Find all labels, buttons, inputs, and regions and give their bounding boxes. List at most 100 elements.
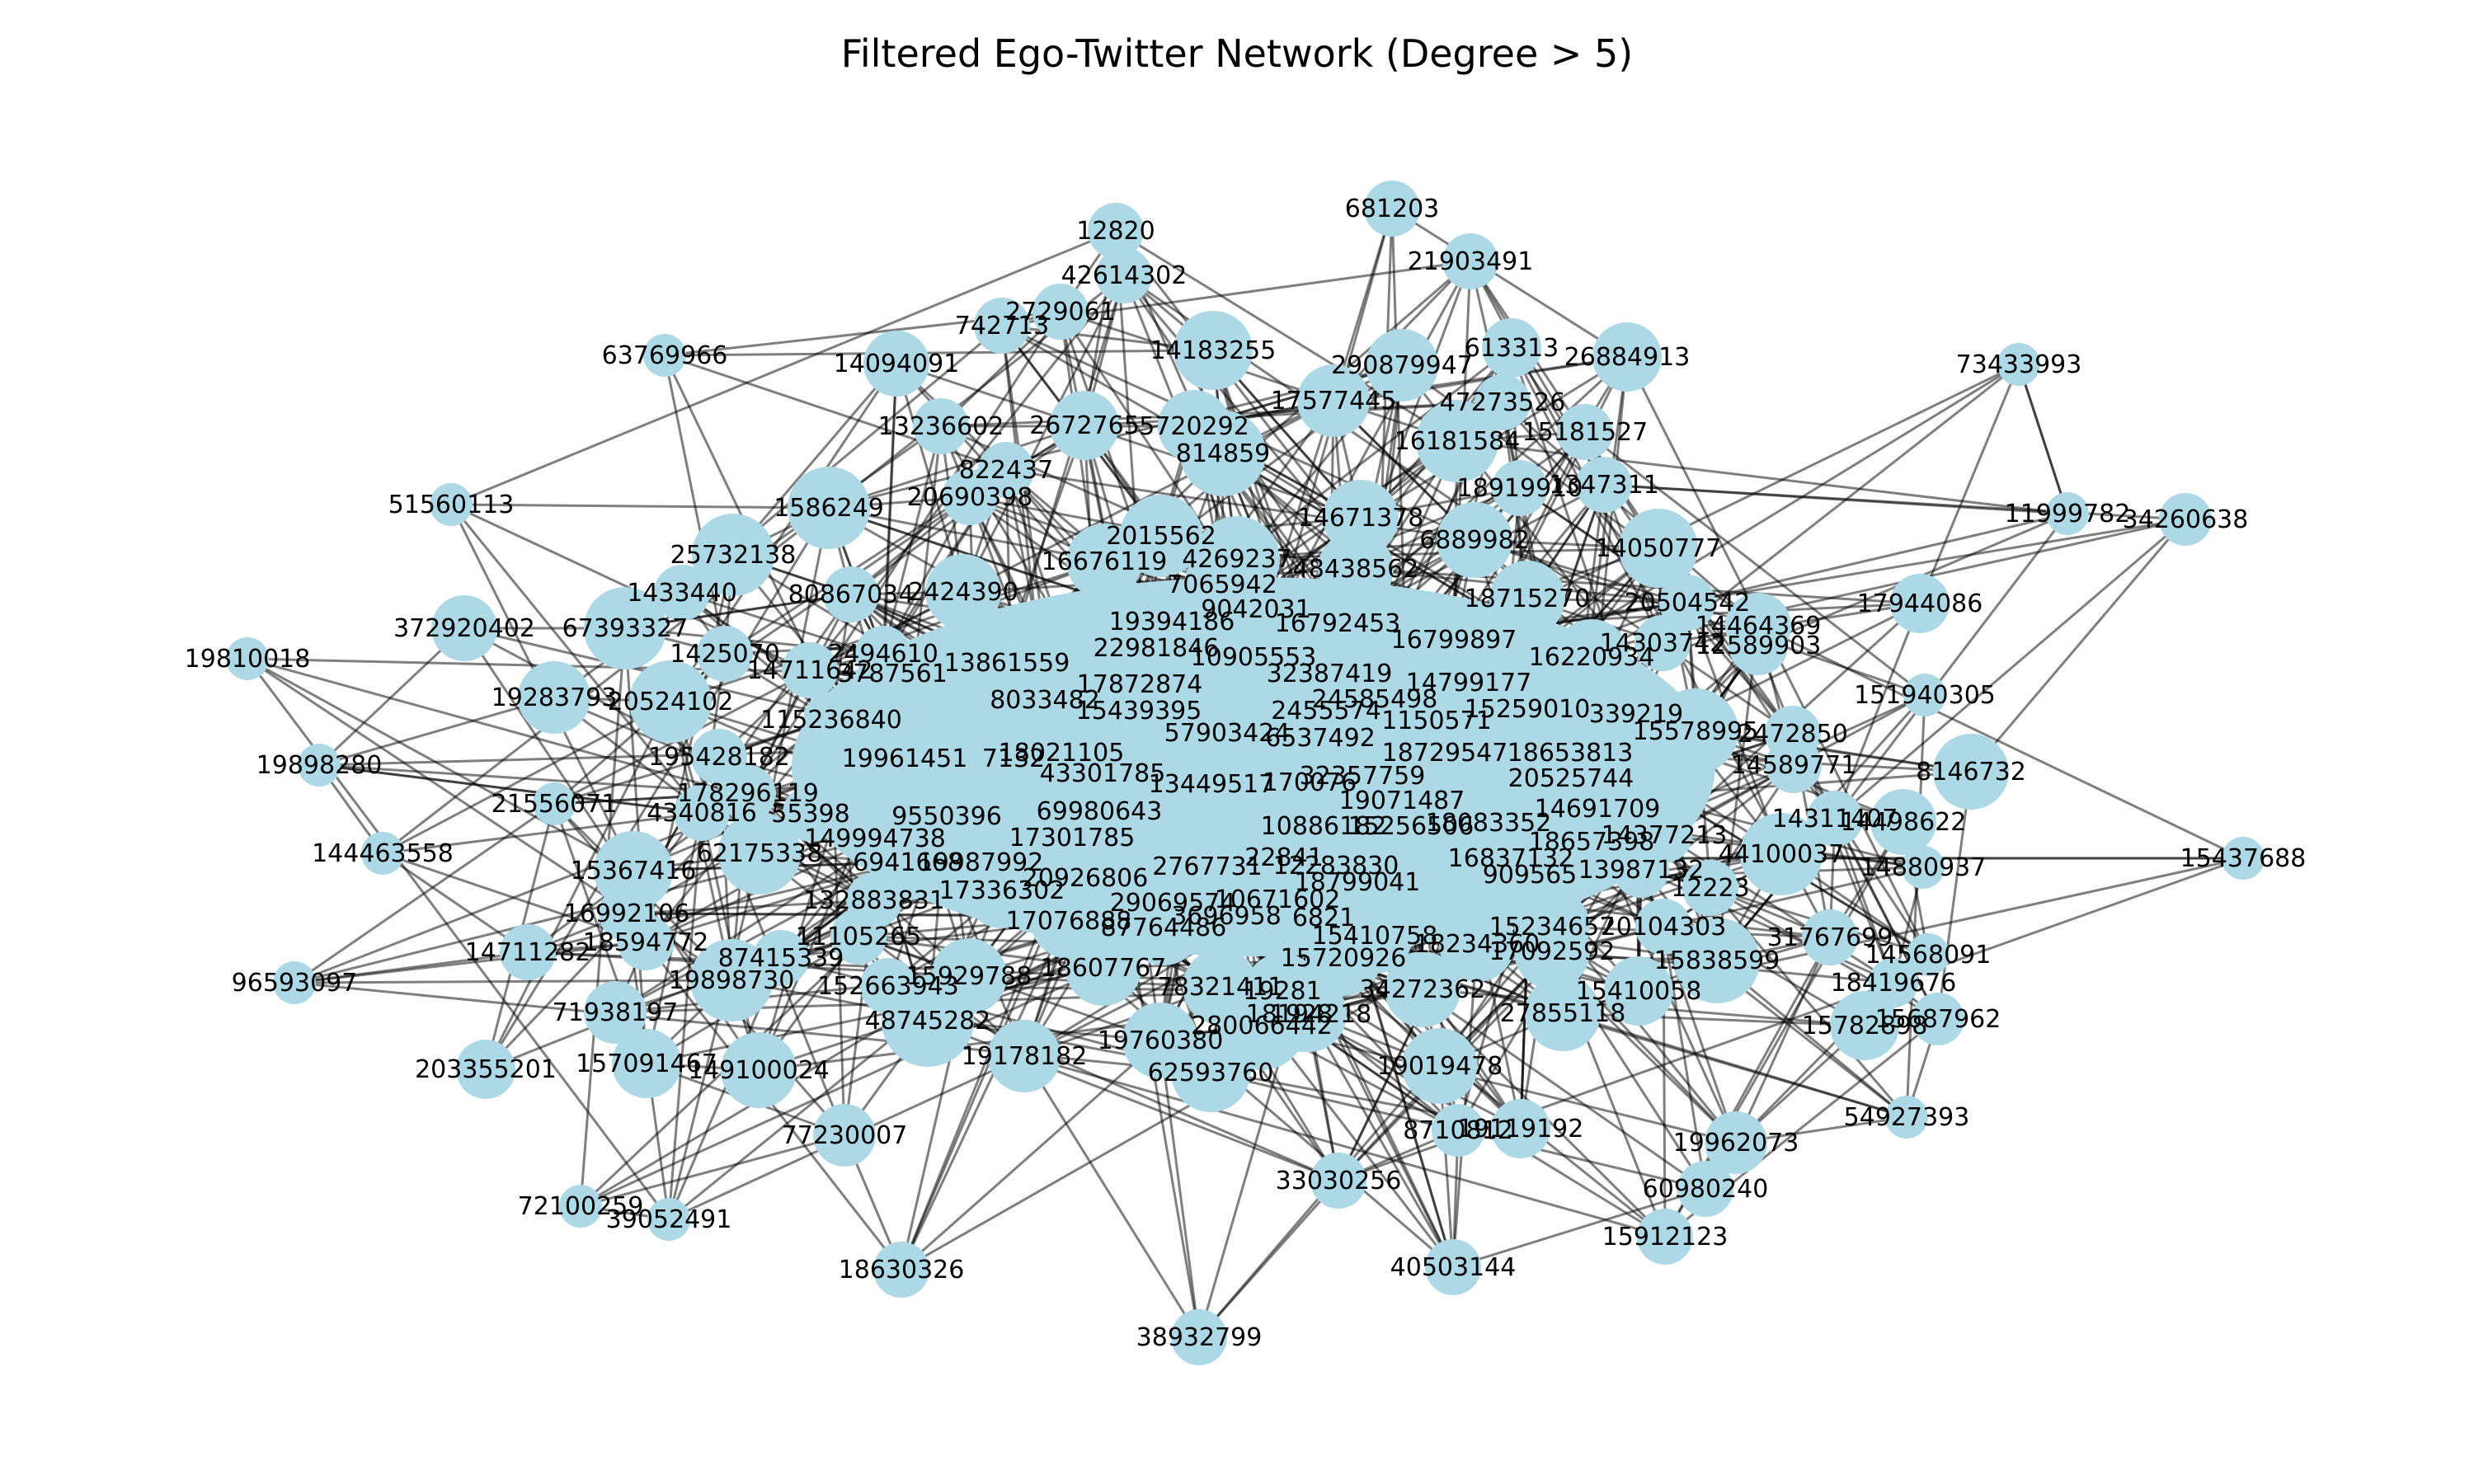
node-label: 195428182: [648, 743, 790, 772]
graph-node-25732138: [692, 514, 774, 596]
node-label: 19019478: [1377, 1052, 1503, 1081]
node-label: 17076888: [1006, 907, 1132, 936]
graph-node-14303742: [1634, 615, 1691, 671]
graph-node-54927393: [1885, 1096, 1928, 1139]
node-label: 17944086: [1857, 589, 1983, 618]
graph-edge: [896, 362, 1362, 519]
node-label: 17336302: [939, 876, 1065, 905]
graph-node-16181584: [1416, 400, 1498, 482]
node-label: 151940305: [1854, 681, 1996, 710]
node-label: 19281: [1243, 977, 1321, 1006]
graph-node-15578995: [1653, 688, 1738, 774]
graph-node-1433440: [654, 565, 710, 621]
node-label: 62593760: [1148, 1059, 1274, 1087]
node-label: 21556071: [492, 790, 618, 819]
node-label: 13861559: [944, 649, 1070, 678]
graph-edge: [1833, 818, 1895, 984]
node-label: 5720292: [1139, 412, 1249, 441]
node-label: 18234360: [1414, 930, 1540, 959]
node-label: 40503144: [1390, 1253, 1517, 1282]
graph-edge: [527, 861, 909, 954]
node-label: 19898280: [256, 751, 383, 780]
graph-node-80867034: [823, 566, 879, 622]
node-label: 149994738: [804, 824, 946, 853]
node-label: 6821: [1292, 904, 1355, 932]
node-label: 16837132: [1448, 844, 1574, 873]
node-label: 178296119: [677, 779, 819, 808]
node-label: 17092592: [1489, 937, 1616, 966]
graph-edge: [450, 503, 830, 510]
graph-edge: [1969, 519, 2187, 773]
node-label: 8146732: [1916, 758, 2026, 787]
graph-node-77230007: [813, 1104, 876, 1167]
node-label: 16181584: [1395, 427, 1521, 456]
graph-node-14711642: [782, 642, 838, 698]
graph-node-96593097: [273, 961, 316, 1004]
node-label: 144463558: [312, 839, 454, 868]
graph-node-157091467: [612, 1029, 681, 1098]
graph-edge: [1159, 1040, 1201, 1338]
graph-edge: [2017, 364, 2069, 514]
node-label: 12283830: [1273, 852, 1399, 881]
node-label: 29069574: [1110, 889, 1236, 918]
node-label: 2729061: [1005, 298, 1116, 326]
graph-node-12223: [1682, 860, 1738, 916]
node-label: 14183255: [1150, 336, 1277, 365]
graph-node-20690398: [942, 469, 998, 525]
graph-node-19019478: [1402, 1028, 1478, 1104]
node-label: 9042031: [1201, 595, 1311, 624]
graph-node-17092592: [1514, 913, 1590, 989]
node-label: 17301785: [1009, 824, 1136, 852]
node-label: 63769966: [602, 341, 728, 370]
node-label: 19961451: [842, 744, 968, 773]
node-label: 77230007: [782, 1121, 908, 1150]
node-label: 72100259: [518, 1192, 644, 1221]
node-label: 19394186: [1109, 608, 1235, 636]
graph-node-51560113: [430, 483, 473, 526]
node-label: 15687962: [1875, 1005, 2001, 1034]
graph-edge: [382, 700, 671, 855]
node-label: 80867034: [788, 580, 915, 609]
graph-node-613313: [1482, 318, 1541, 378]
graph-node-19898730: [690, 939, 773, 1021]
graph-edge: [858, 935, 1161, 1042]
node-label: 51560113: [388, 491, 515, 519]
node-label: 909565: [1483, 861, 1578, 890]
graph-edge: [1452, 1187, 1706, 1269]
graph-node-15912123: [1637, 1209, 1693, 1265]
graph-edge: [667, 812, 703, 1220]
node-label: 18715270: [1465, 585, 1591, 613]
node-label: 2494610: [828, 640, 938, 669]
graph-node-34272362: [1385, 951, 1460, 1027]
node-label: 15259010: [1465, 695, 1591, 724]
node-label: 87415339: [718, 944, 844, 973]
graph-edge: [828, 424, 1085, 510]
node-label: 32387419: [1267, 660, 1393, 688]
node-label: 149100024: [688, 1056, 830, 1085]
graph-node-17944086: [1890, 574, 1950, 633]
graph-node-72100259: [559, 1185, 602, 1228]
graph-node-178296119: [720, 765, 776, 821]
graph-node-15838599: [1674, 918, 1760, 1003]
node-label: 10886182: [1261, 812, 1387, 841]
node-label: 3787561: [837, 660, 948, 688]
graph-edge: [1261, 1024, 1737, 1144]
graph-edge: [580, 966, 1104, 1208]
graph-node-144463558: [361, 832, 404, 875]
graph-edge: [644, 942, 903, 1270]
graph-edge: [1584, 430, 1926, 697]
node-label: 19178182: [962, 1042, 1088, 1071]
graph-edge: [646, 966, 1104, 1065]
node-label: 71938197: [553, 998, 679, 1027]
graph-node-1586249: [788, 467, 870, 549]
graph-node-40503144: [1425, 1239, 1481, 1295]
node-label: 19119192: [1458, 1115, 1584, 1144]
node-label: 742713: [955, 312, 1050, 340]
node-label: 15256506: [1348, 812, 1475, 841]
node-label: 2672765: [1029, 411, 1140, 440]
node-label: 20690398: [907, 483, 1033, 512]
graph-edge: [294, 941, 647, 984]
graph-node-17577445: [1297, 364, 1370, 437]
graph-edge: [1833, 603, 1921, 819]
node-label: 14711282: [465, 938, 591, 967]
